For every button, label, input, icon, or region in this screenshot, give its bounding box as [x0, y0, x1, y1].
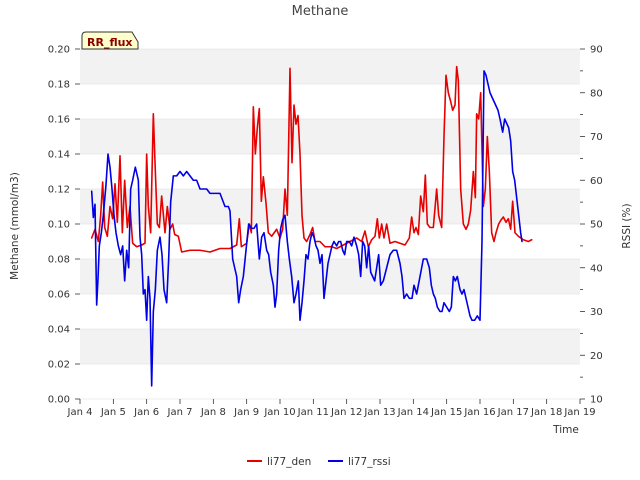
- y-tick-label: 0.20: [48, 45, 70, 56]
- x-tick-label: Jan 8: [200, 407, 226, 418]
- series-layer: [90, 65, 533, 387]
- band: [80, 154, 580, 189]
- y2-tick-label: 80: [590, 88, 603, 99]
- x-tick-label: Jan 16: [463, 407, 495, 418]
- legend: li77_den li77_rssi: [247, 456, 391, 468]
- band: [80, 364, 580, 399]
- x-tick-label: Jan 5: [100, 407, 126, 418]
- y-tick-label: 0.16: [48, 115, 70, 126]
- y-tick-label: 0.04: [48, 325, 70, 336]
- y2-axis-ticks: 10 20 30 40 50 60 70 80 90: [580, 45, 603, 406]
- y2-tick-label: 90: [590, 45, 603, 56]
- gridlines: [80, 48, 580, 400]
- y2-tick-label: 10: [590, 395, 603, 406]
- y2-tick-label: 60: [590, 176, 603, 187]
- x-tick-label: Jan 11: [297, 407, 329, 418]
- band: [80, 294, 580, 329]
- y2-axis-title: RSSI (%): [621, 203, 633, 248]
- x-tick-label: Jan 12: [330, 407, 362, 418]
- series-line-li77-den: [90, 65, 533, 253]
- rr-flux-badge: RR_flux: [81, 31, 139, 50]
- x-tick-label: Jan 6: [133, 407, 159, 418]
- x-tick-label: Jan 13: [363, 407, 395, 418]
- y-tick-label: 0.08: [48, 255, 70, 266]
- band: [80, 49, 580, 84]
- band: [80, 84, 580, 119]
- legend-label-li77-den: li77_den: [267, 456, 311, 468]
- x-axis-title: Time: [552, 424, 579, 436]
- x-tick-label: Jan 9: [233, 407, 259, 418]
- x-tick-label: Jan 4: [67, 407, 93, 418]
- y2-tick-label: 70: [590, 132, 603, 143]
- y-axis-title: Methane (mmol/m3): [9, 172, 21, 280]
- band: [80, 329, 580, 364]
- x-tick-label: Jan 14: [397, 407, 429, 418]
- y-tick-label: 0.02: [48, 360, 70, 371]
- x-tick-label: Jan 18: [530, 407, 562, 418]
- series-line-li77-rssi: [90, 70, 523, 387]
- x-tick-label: Jan 10: [263, 407, 295, 418]
- band: [80, 119, 580, 154]
- y-tick-label: 0.10: [48, 220, 70, 231]
- y-tick-label: 0.06: [48, 290, 70, 301]
- y-tick-label: 0.12: [48, 185, 70, 196]
- x-tick-label: Jan 15: [430, 407, 462, 418]
- y2-tick-label: 30: [590, 307, 603, 318]
- x-tick-label: Jan 19: [563, 407, 595, 418]
- badge-label: RR_flux: [87, 36, 133, 49]
- y-tick-label: 0.00: [48, 395, 70, 406]
- y-tick-label: 0.18: [48, 80, 70, 91]
- y2-tick-label: 20: [590, 351, 603, 362]
- y-axis-ticks: 0.00 0.02 0.04 0.06 0.08 0.10 0.12 0.14 0.16 0.18…: [48, 45, 80, 406]
- y-tick-label: 0.14: [48, 150, 70, 161]
- legend-label-li77-rssi: li77_rssi: [348, 456, 391, 468]
- x-tick-label: Jan 7: [167, 407, 193, 418]
- y2-tick-label: 50: [590, 220, 603, 231]
- x-axis-ticks: Jan 4 Jan 5 Jan 6 Jan 7 Jan 8 Jan 9 Jan 10 Jan …: [67, 399, 596, 418]
- y2-tick-label: 40: [590, 263, 603, 274]
- chart-title: Methane: [292, 4, 349, 19]
- badge-box: [81, 31, 139, 50]
- x-tick-label: Jan 17: [497, 407, 529, 418]
